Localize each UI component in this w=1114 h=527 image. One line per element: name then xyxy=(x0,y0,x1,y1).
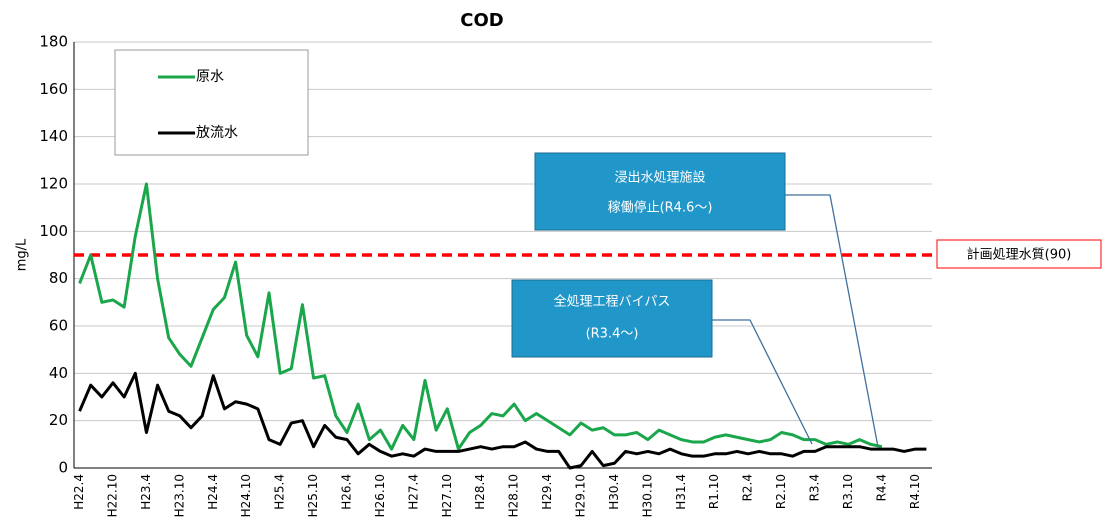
y-tick-label: 0 xyxy=(58,459,68,477)
x-tick-label: H27.4 xyxy=(406,474,420,510)
x-tick-label: R1.10 xyxy=(707,474,721,509)
chart-title: COD xyxy=(460,10,503,31)
series-line xyxy=(78,371,927,470)
x-tick-label: H27.10 xyxy=(440,474,454,517)
y-axis-label: mg/L xyxy=(15,238,30,271)
x-tick-label: H22.10 xyxy=(106,474,120,517)
x-tick-label: R2.10 xyxy=(774,474,788,509)
annotation-box xyxy=(534,152,786,231)
annotation-text: 稼働停止(R4.6～) xyxy=(608,200,713,216)
reference-label: 計画処理水質(90) xyxy=(967,247,1072,263)
leader-line xyxy=(785,194,879,448)
annotation-text: (R3.4～) xyxy=(586,327,639,342)
x-tick-label: H24.10 xyxy=(239,474,253,517)
annotation-text: 浸出水処理施設 xyxy=(614,170,705,186)
annotation-box xyxy=(511,279,713,358)
reference-label-box xyxy=(936,239,1102,269)
x-tick-label: H25.4 xyxy=(273,474,287,510)
x-tick-label: R4.4 xyxy=(874,474,888,501)
x-tick-label: H28.4 xyxy=(473,474,487,510)
y-tick-label: 100 xyxy=(39,222,68,240)
x-tick-label: H25.10 xyxy=(306,474,320,517)
x-tick-label: H24.4 xyxy=(206,474,220,510)
y-tick-label: 60 xyxy=(49,317,68,335)
y-tick-label: 140 xyxy=(39,127,68,145)
x-tick-label: H30.10 xyxy=(640,474,654,517)
x-tick-label: H23.4 xyxy=(139,474,153,510)
x-tick-label: H29.10 xyxy=(574,474,588,517)
y-tick-label: 160 xyxy=(39,80,68,98)
leader-line xyxy=(712,319,813,445)
x-tick-label: H31.4 xyxy=(674,474,688,510)
y-tick-label: 120 xyxy=(39,175,68,193)
x-tick-label: H26.10 xyxy=(373,474,387,517)
series-line xyxy=(78,182,883,451)
x-tick-label: H29.4 xyxy=(540,474,554,510)
x-tick-label: R2.4 xyxy=(741,474,755,501)
legend-label: 放流水 xyxy=(196,125,238,141)
annotation-text: 全処理工程バイパス xyxy=(554,294,671,310)
plot-area: 0 20 40 60 80 100 120 140 160 180 H22.4 H22.10 H23.4… xyxy=(39,33,935,517)
legend-box xyxy=(114,49,309,156)
x-tick-label: H26.4 xyxy=(340,474,354,510)
x-tick-label: H30.4 xyxy=(607,474,621,510)
y-tick-label: 80 xyxy=(49,269,68,287)
legend-label: 原水 xyxy=(196,69,224,85)
y-tick-label: 180 xyxy=(39,33,68,51)
y-tick-label: 20 xyxy=(49,411,68,429)
x-tick-label: H23.10 xyxy=(172,474,186,517)
x-tick-label: R3.4 xyxy=(808,474,822,501)
x-tick-label: H22.4 xyxy=(72,474,86,510)
y-tick-label: 40 xyxy=(49,364,68,382)
x-tick-label: R4.10 xyxy=(908,474,922,509)
x-tick-label: R3.10 xyxy=(841,474,855,509)
x-tick-label: H28.10 xyxy=(507,474,521,517)
